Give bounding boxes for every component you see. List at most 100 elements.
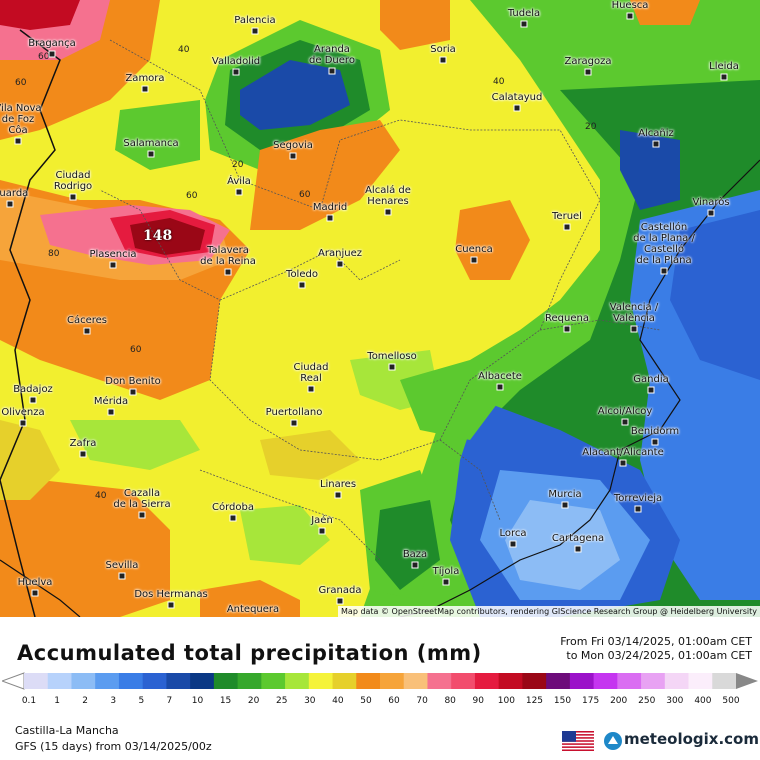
city-label: Salamanca [123,138,179,149]
city-marker [69,193,77,201]
scale-swatch [213,673,239,689]
city-label: Teruel [552,211,582,222]
scale-swatch [664,673,690,689]
scale-swatch [237,673,262,689]
us-flag-icon[interactable] [562,731,594,751]
precipitation-map[interactable]: 60 60 40 20 60 60 40 20 80 60 40 Bragança Palencia T… [0,0,760,617]
city-marker [48,50,56,58]
city-marker [630,325,638,333]
city-label: Granada [318,585,362,596]
city-label: Tudela [507,8,541,19]
city-label: Tomelloso [367,351,417,362]
scale-tick-label: 20 [247,696,260,706]
scale-tick-label: 3 [110,696,117,706]
city-label: Vinaròs [692,197,730,208]
scale-swatch [142,673,167,689]
scale-min-arrow [2,672,25,690]
scale-swatch [24,673,49,689]
scale-swatch [403,673,428,689]
city-label: Bragança [28,38,76,49]
scale-tick-label: 30 [304,696,316,706]
contour-value-label: 60 [38,52,50,62]
scale-swatch [427,673,452,689]
city-marker [439,56,447,64]
city-marker [574,545,582,553]
contour-value-label: 60 [186,191,198,201]
scale-swatch [285,673,310,689]
city-label: Madrid [312,202,348,213]
city-marker [328,67,336,75]
contour-value-label: 20 [585,122,597,132]
legend-panel: Accumulated total precipitation (mm) Fro… [0,617,760,760]
scale-tick-label: 500 [722,696,740,706]
city-label: Sevilla [105,560,139,571]
contour-value-label: 40 [493,77,505,87]
scale-tick-label: 60 [388,696,400,706]
city-marker [388,363,396,371]
city-label: Don Benito [105,376,161,387]
scale-tick-label: 125 [525,696,544,706]
city-marker [235,188,243,196]
precipitation-field [0,0,760,617]
city-label: Murcia [548,489,582,500]
scale-tick-label: 80 [444,696,456,706]
city-marker [660,267,668,275]
scale-tick-label: 90 [472,696,484,706]
city-marker [307,385,315,393]
scale-swatch [593,673,618,689]
city-label: Plasencia [89,249,137,260]
city-marker [167,601,175,609]
city-label: Cazalla de la Sierra [113,488,171,510]
city-marker [6,200,14,208]
scale-swatch [95,673,120,689]
city-label: Baza [402,549,428,560]
scale-tick-label: 150 [553,696,572,706]
city-label: Alcañiz [638,128,674,139]
city-label: Jaén [311,515,333,526]
city-marker [251,27,259,35]
contour-value-label: 60 [130,345,142,355]
city-marker [520,20,528,28]
contour-value-label: 20 [232,160,244,170]
scale-tick-label: 10 [191,696,204,706]
city-label: Alcoi/Alcoy [597,406,653,417]
city-marker [129,388,137,396]
date-from: From Fri 03/14/2025, 01:00am CET [560,635,752,648]
scale-tick-label: 25 [275,696,288,706]
map-attribution: Map data © OpenStreetMap contributors, r… [338,606,760,617]
scale-tick-label: 7 [166,696,173,706]
city-marker [14,137,22,145]
contour-value-label: 40 [95,491,107,501]
city-marker [334,491,342,499]
scale-swatch [712,673,737,689]
scale-swatch [522,673,547,689]
city-marker [118,572,126,580]
city-label: Mérida [93,396,129,407]
city-label: Palencia [234,15,276,26]
scale-tick-label: 2 [82,696,89,706]
city-marker [19,419,27,427]
city-label: Guarda [0,188,29,199]
city-label: Ávila [227,176,251,187]
scale-tick-label: 200 [610,696,628,706]
scale-tick-label: 0.1 [21,696,37,706]
scale-swatch [641,673,666,689]
city-marker [496,383,504,391]
city-marker [138,511,146,519]
city-marker [336,260,344,268]
city-marker [289,152,297,160]
city-label: Gandia [633,374,669,385]
city-marker [652,140,660,148]
date-range: From Fri 03/14/2025, 01:00am CET to Mon … [560,635,752,663]
city-label: Requena [545,313,589,324]
city-marker [707,209,715,217]
scale-tick-label: 1 [54,696,60,706]
brand-name[interactable]: meteologix.com [624,730,759,748]
scale-tick-label: 175 [582,696,600,706]
scale-tick-label: 400 [694,696,712,706]
color-scale-bar [2,672,758,690]
city-label: Benidorm [630,426,680,437]
city-label: Aranda de Duero [309,44,355,66]
contour-value-label: 60 [15,78,27,88]
